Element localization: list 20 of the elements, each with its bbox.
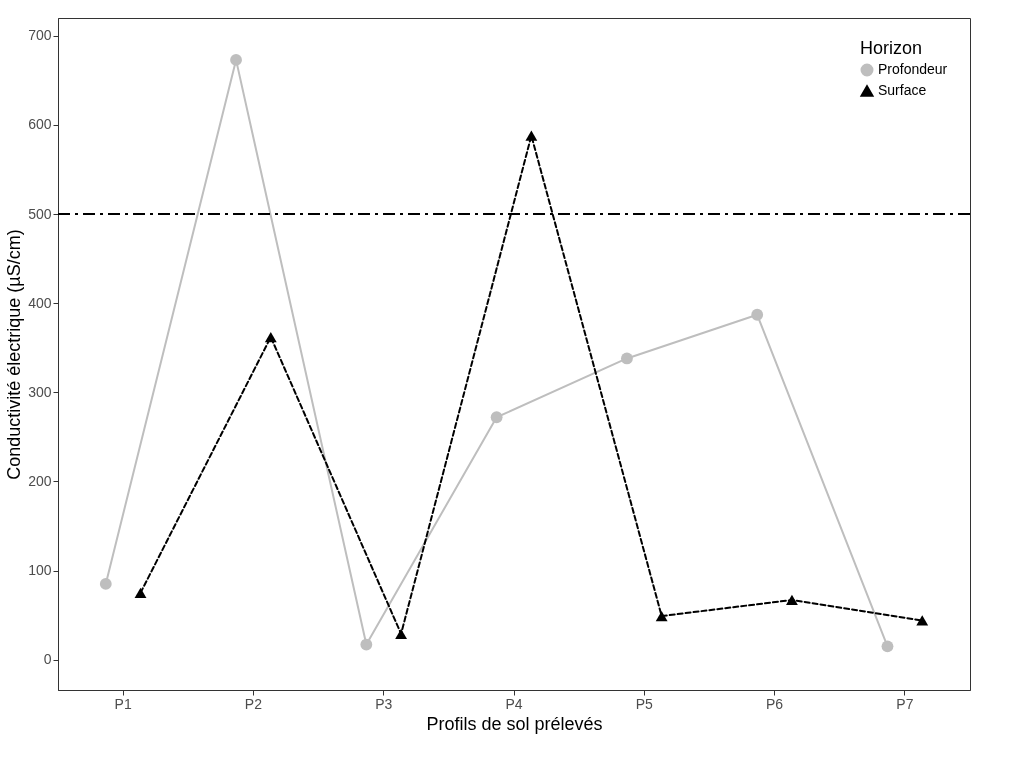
y-tick-label: 600 — [28, 116, 52, 133]
x-tick-label: P7 — [896, 695, 914, 712]
x-tick-label: P6 — [766, 695, 784, 712]
x-tick-label: P4 — [505, 695, 523, 712]
y-tick-label: 200 — [28, 472, 52, 489]
x-tick-label: P3 — [375, 695, 393, 712]
y-tick-label: 700 — [28, 27, 52, 44]
x-tick-label: P5 — [635, 695, 654, 712]
legend-label: Surface — [878, 82, 927, 98]
y-tick-label: 500 — [28, 205, 52, 222]
x-tick-label: P2 — [244, 695, 263, 712]
x-axis-title: Profils de sol prélevés — [426, 713, 603, 734]
y-tick-label: 100 — [28, 562, 52, 579]
legend-label: Profondeur — [878, 61, 948, 77]
x-tick-label: P1 — [114, 695, 132, 712]
y-tick-label: 0 — [43, 651, 52, 668]
y-tick-label: 300 — [28, 383, 52, 400]
y-tick-label: 400 — [28, 294, 52, 311]
y-axis-title: Conductivité électrique (µS/cm) — [4, 229, 25, 480]
legend-title: Horizon — [860, 38, 923, 58]
